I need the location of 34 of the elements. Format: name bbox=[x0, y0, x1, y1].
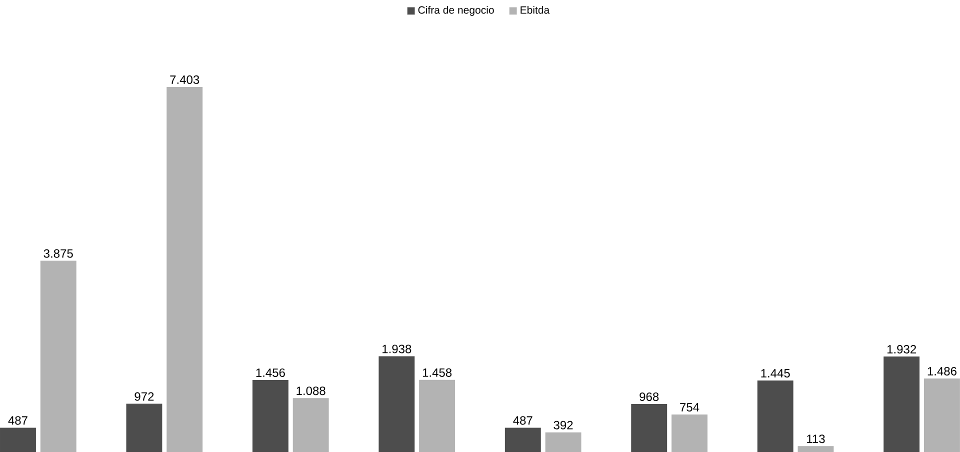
bar bbox=[631, 404, 668, 452]
legend-label: Ebitda bbox=[520, 6, 550, 14]
bar bbox=[166, 86, 203, 452]
bar bbox=[378, 356, 415, 452]
bar bbox=[545, 432, 582, 452]
bar bbox=[924, 378, 960, 452]
data-label: 487 bbox=[8, 416, 28, 425]
data-label: 972 bbox=[134, 392, 154, 401]
data-label: 392 bbox=[554, 420, 573, 430]
bar bbox=[672, 414, 708, 452]
data-label: 1.486 bbox=[928, 366, 956, 376]
data-label: 113 bbox=[807, 434, 825, 443]
data-label: 1.938 bbox=[382, 344, 412, 354]
bar bbox=[884, 356, 920, 452]
bar bbox=[757, 380, 794, 452]
bar bbox=[126, 404, 162, 452]
data-label: 1.088 bbox=[296, 386, 326, 395]
bar bbox=[798, 446, 834, 452]
bar bbox=[504, 428, 541, 452]
bar bbox=[0, 428, 36, 452]
data-label: 7.403 bbox=[170, 75, 200, 84]
data-label: 1.932 bbox=[887, 344, 916, 354]
data-label: 1.445 bbox=[761, 368, 790, 378]
bar bbox=[252, 380, 288, 452]
data-label: 1.456 bbox=[256, 368, 285, 377]
legend-label: Cifra de negocio bbox=[418, 6, 494, 16]
data-label: 968 bbox=[640, 392, 659, 401]
data-label: 754 bbox=[680, 403, 700, 412]
bar bbox=[292, 398, 329, 452]
data-label: 3.875 bbox=[44, 249, 73, 258]
data-label: 487 bbox=[513, 416, 532, 425]
data-label: 1.458 bbox=[422, 368, 452, 377]
bar bbox=[40, 260, 76, 452]
bar bbox=[419, 380, 456, 452]
